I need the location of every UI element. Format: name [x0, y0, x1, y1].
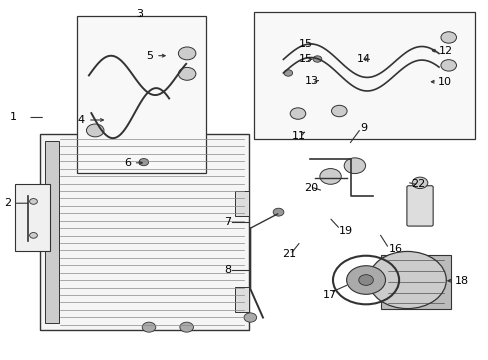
- Bar: [380, 255, 450, 309]
- Text: 14: 14: [356, 54, 370, 64]
- Circle shape: [344, 158, 365, 174]
- Text: 15: 15: [298, 54, 312, 64]
- Text: 3: 3: [136, 9, 143, 19]
- Circle shape: [142, 322, 156, 332]
- Text: 15: 15: [298, 39, 312, 49]
- Circle shape: [440, 32, 456, 43]
- Circle shape: [180, 322, 193, 332]
- Bar: [40, 134, 249, 330]
- Circle shape: [358, 275, 372, 285]
- Text: 4: 4: [78, 115, 85, 125]
- Text: 11: 11: [291, 131, 305, 141]
- Text: 8: 8: [224, 265, 230, 275]
- Circle shape: [139, 158, 148, 166]
- Text: 6: 6: [123, 158, 131, 168]
- Text: 5: 5: [145, 51, 152, 61]
- Bar: [234, 191, 249, 216]
- Bar: [15, 184, 50, 251]
- Bar: [77, 16, 205, 173]
- Text: 18: 18: [454, 276, 468, 286]
- Circle shape: [178, 67, 196, 80]
- Text: 2: 2: [4, 198, 11, 208]
- Text: 16: 16: [387, 244, 402, 253]
- Circle shape: [319, 168, 341, 184]
- Circle shape: [411, 177, 427, 189]
- Text: 21: 21: [282, 249, 296, 259]
- Text: 19: 19: [338, 226, 352, 236]
- Circle shape: [30, 233, 37, 238]
- Text: 22: 22: [410, 179, 424, 189]
- Text: 10: 10: [437, 77, 451, 87]
- Text: 17: 17: [323, 290, 337, 300]
- Circle shape: [284, 70, 292, 76]
- Bar: [234, 287, 249, 312]
- Circle shape: [440, 60, 456, 71]
- Text: 13: 13: [305, 76, 319, 86]
- Circle shape: [331, 105, 346, 117]
- Circle shape: [273, 208, 284, 216]
- Circle shape: [312, 56, 321, 62]
- Text: 20: 20: [303, 183, 317, 193]
- Text: 7: 7: [224, 217, 230, 227]
- Text: 9: 9: [360, 123, 366, 133]
- Circle shape: [289, 108, 305, 119]
- Bar: [45, 141, 59, 323]
- Circle shape: [244, 313, 256, 322]
- Bar: [254, 12, 474, 139]
- Text: 1: 1: [10, 112, 17, 122]
- Circle shape: [86, 124, 104, 137]
- Circle shape: [368, 251, 446, 309]
- Circle shape: [346, 266, 385, 294]
- Text: 12: 12: [438, 46, 452, 56]
- FancyBboxPatch shape: [406, 186, 432, 226]
- Circle shape: [30, 199, 37, 204]
- Circle shape: [178, 47, 196, 60]
